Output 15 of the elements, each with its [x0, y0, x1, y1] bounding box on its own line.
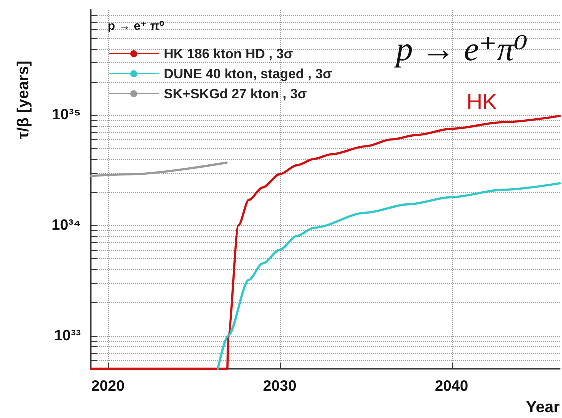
x-tick-label: 2040: [435, 378, 468, 395]
legend-label: SK+SKGd 27 kton , 3σ: [164, 86, 308, 102]
line-series: [217, 182, 562, 370]
y-tick-label: 10³³: [54, 327, 81, 344]
y-tick-label: 10³⁴: [52, 217, 81, 234]
legend-label: DUNE 40 kton, staged , 3σ: [164, 66, 332, 82]
legend-title: p → e⁺ π⁰: [108, 19, 165, 33]
y-tick-label: 10³⁵: [52, 106, 81, 124]
annotation: p → e⁺π⁰: [394, 32, 528, 68]
x-tick-label: 2030: [263, 378, 297, 395]
x-axis-title: Year: [526, 400, 560, 416]
y-axis-title: τ/β [years]: [16, 60, 32, 140]
x-tick-label: 2020: [91, 378, 125, 395]
legend-label: HK 186 kton HD , 3σ: [164, 46, 294, 62]
annotation: HK: [466, 90, 498, 114]
